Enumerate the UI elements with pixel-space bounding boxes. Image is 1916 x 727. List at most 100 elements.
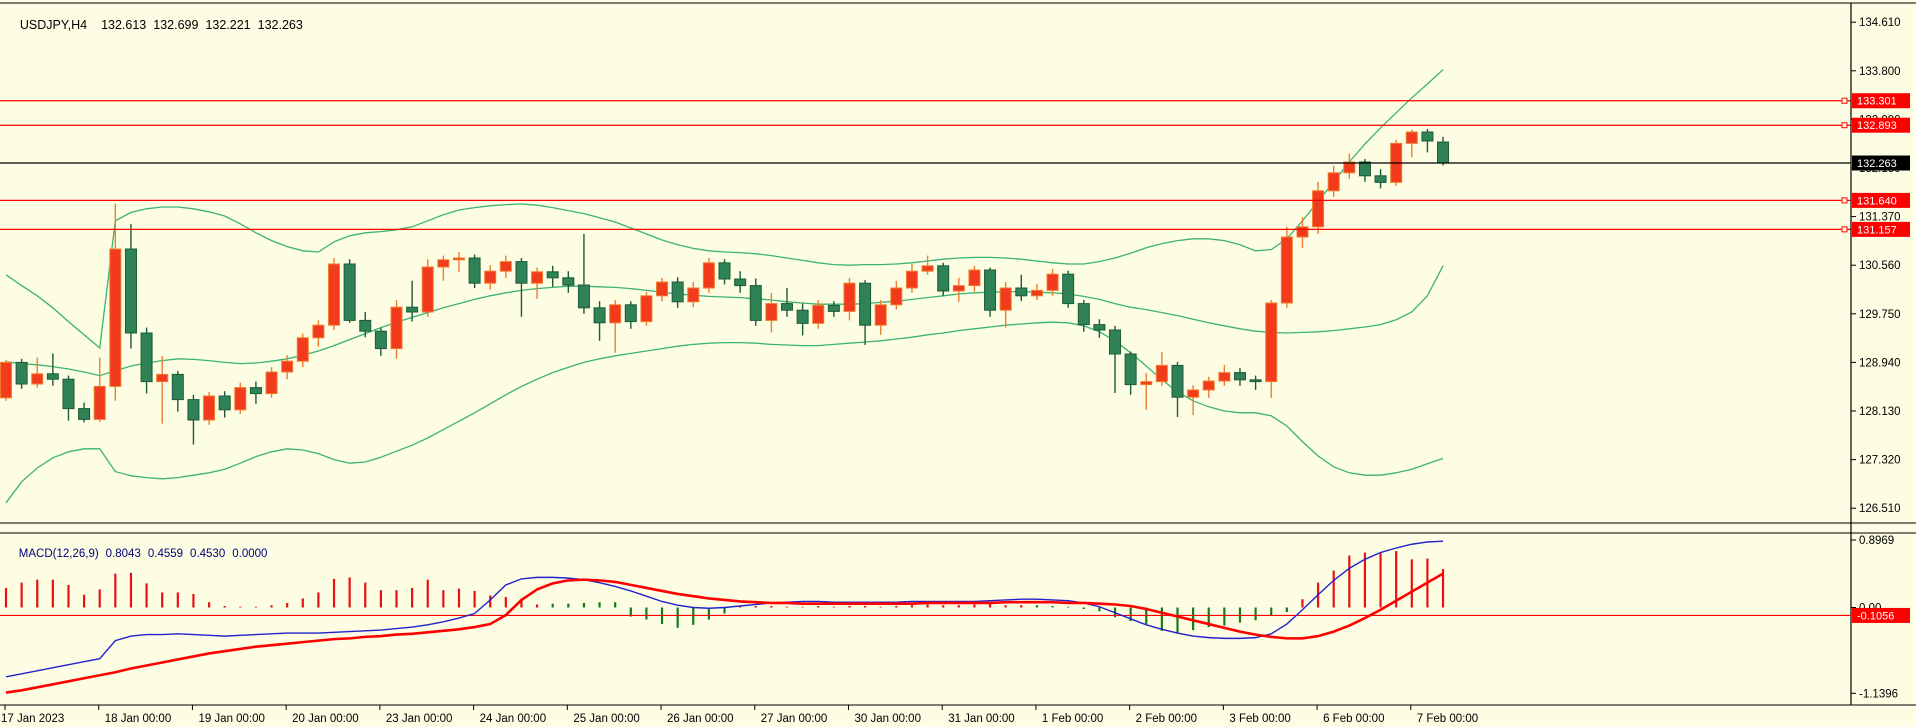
price-line-badge-text: 132.893	[1857, 120, 1897, 132]
candle-bullish	[93, 357, 106, 422]
price-axis[interactable]: 134.610133.800132.990132.180131.370130.5…	[1851, 17, 1910, 515]
candle-bullish	[328, 258, 341, 330]
macd-signal-line	[5, 572, 1444, 694]
candle-body	[1171, 364, 1184, 398]
candle-body	[328, 263, 341, 326]
candle-bullish	[609, 300, 622, 353]
candle-body	[921, 265, 934, 272]
candle-bullish	[874, 300, 887, 335]
price-line-badge-text: 131.157	[1857, 224, 1897, 236]
line-handle[interactable]	[1841, 97, 1848, 104]
macd-pane	[0, 540, 1851, 694]
candle-bullish	[1202, 376, 1215, 398]
candle-body	[156, 373, 169, 383]
candle-bearish	[46, 353, 59, 386]
candle-bullish	[1155, 352, 1168, 386]
time-axis-label: 2 Feb 00:00	[1136, 713, 1197, 725]
candle-body	[1155, 364, 1168, 383]
candle-body	[671, 281, 684, 303]
macd-axis[interactable]: 0.89690.00-1.1396-0.1056	[1851, 535, 1910, 700]
candle-body	[203, 395, 216, 421]
candle-bearish	[562, 271, 575, 293]
price-axis-label: 134.610	[1859, 17, 1901, 29]
macd-value-4: 0.0000	[232, 548, 268, 560]
time-axis-label: 18 Jan 00:00	[105, 713, 172, 725]
time-axis-label: 27 Jan 00:00	[761, 713, 828, 725]
candle-bullish	[812, 300, 825, 329]
candle-body	[796, 309, 809, 324]
candle-bearish	[781, 288, 793, 317]
candle-bullish	[1218, 364, 1231, 386]
candle-body	[390, 306, 403, 350]
candle-bearish	[671, 277, 684, 308]
candle-body	[124, 248, 137, 334]
candle-body	[31, 373, 44, 385]
candle-bullish	[421, 259, 434, 317]
candle-bullish	[1312, 181, 1325, 234]
candle-bullish	[1140, 373, 1153, 410]
candle-body	[1202, 380, 1215, 391]
candle-bearish	[1015, 274, 1028, 302]
candle-body	[1046, 273, 1059, 291]
candle-bullish	[1265, 300, 1278, 398]
price-line-badge-bg	[1852, 93, 1910, 109]
line-handle[interactable]	[1841, 122, 1848, 129]
candle-body	[890, 287, 903, 306]
candle-body	[546, 271, 559, 279]
candle-bullish	[702, 258, 715, 293]
time-axis[interactable]: 17 Jan 2023 18 Jan 00:00 19 Jan 00:00 20 Ja…	[1, 705, 1478, 725]
time-axis-label: 24 Jan 00:00	[480, 713, 547, 725]
candle-bearish	[859, 280, 872, 345]
price-lines	[0, 97, 1851, 233]
time-axis-label: 30 Jan 00:00	[854, 713, 921, 725]
candle-bullish	[437, 255, 450, 281]
candle-body	[1218, 372, 1231, 382]
candle-body	[1358, 161, 1371, 177]
time-axis-label: 3 Feb 00:00	[1229, 713, 1290, 725]
candle-bullish	[234, 382, 247, 414]
candle-body	[1405, 131, 1418, 144]
macd-line	[5, 540, 1444, 678]
price-line-badge-bg	[1852, 192, 1910, 208]
time-axis-label: 19 Jan 00:00	[198, 713, 265, 725]
macd-indicator-label: MACD(12,26,9) 0.8043 0.4559 0.4530 0.0000	[6, 536, 274, 572]
candle-bullish	[968, 265, 981, 292]
line-handle[interactable]	[1841, 197, 1848, 204]
candle-body	[515, 261, 528, 284]
candle-body	[484, 270, 497, 284]
time-axis-label: 31 Jan 00:00	[948, 713, 1015, 725]
candle-bearish	[124, 223, 137, 349]
candle-body	[1265, 302, 1278, 383]
line-handle[interactable]	[1841, 226, 1848, 233]
candle-body	[1030, 289, 1043, 297]
candle-body	[859, 282, 872, 326]
candle-body	[0, 361, 12, 399]
candle-bearish	[374, 327, 387, 356]
macd-name: MACD(12,26,9)	[18, 548, 99, 560]
price-line-badge: 133.301	[1852, 93, 1910, 109]
candle-bearish	[15, 358, 28, 389]
candle-bullish	[905, 264, 918, 293]
macd-value-1: 0.8043	[105, 548, 141, 560]
candle-bullish	[999, 282, 1012, 328]
candle-body	[78, 408, 91, 420]
time-axis-label: 20 Jan 00:00	[292, 713, 359, 725]
candle-bullish	[484, 265, 497, 290]
current-price-badge: 132.263	[1852, 155, 1910, 171]
candle-bearish	[1062, 270, 1075, 308]
candle-body	[312, 324, 325, 339]
candle-body	[531, 271, 544, 284]
candle-bearish	[593, 301, 606, 341]
candle-body	[15, 361, 28, 385]
candle-bearish	[718, 259, 731, 285]
candle-bullish	[0, 360, 12, 401]
candle-body	[812, 304, 825, 324]
candle-bullish	[843, 277, 856, 321]
candle-body	[46, 373, 59, 380]
candle-body	[765, 303, 778, 321]
candle-body	[999, 287, 1012, 311]
candle-body	[281, 360, 294, 373]
candle-body	[406, 306, 419, 313]
